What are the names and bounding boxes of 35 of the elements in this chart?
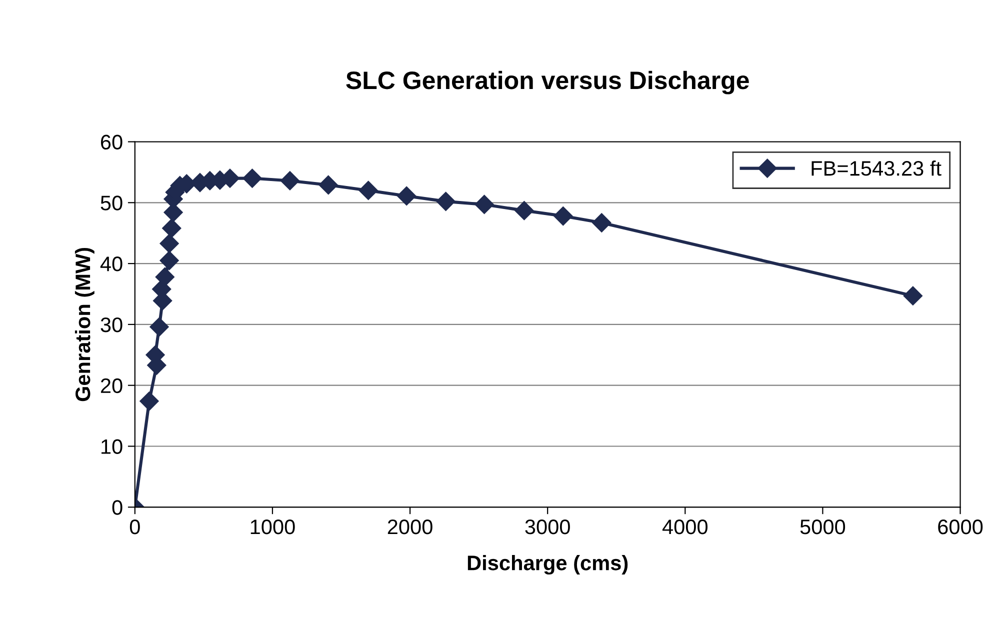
point — [514, 201, 534, 220]
x-tick-label: 6000 — [938, 520, 983, 534]
x-tick-label: 2000 — [388, 520, 432, 534]
y-tick-label: 10 — [102, 439, 122, 454]
point — [280, 171, 300, 190]
point — [903, 286, 922, 306]
y-tick-label: 20 — [100, 378, 122, 394]
x-axis-title: Discharge (cms) — [468, 555, 628, 575]
x-tick-label: 4000 — [662, 520, 708, 534]
point — [358, 180, 378, 200]
y-tick-label: 40 — [100, 256, 122, 272]
chart-title: SLC Generation versus Discharge — [346, 70, 749, 94]
y-tick-label: 0 — [112, 500, 122, 515]
point — [160, 250, 179, 270]
point — [436, 192, 456, 211]
point — [592, 213, 612, 232]
point — [160, 234, 179, 253]
y-tick-label: 50 — [100, 196, 122, 210]
point — [474, 194, 494, 214]
y-tick-label: 30 — [100, 317, 122, 332]
point — [162, 218, 182, 238]
x-tick-label: 5000 — [800, 520, 846, 534]
point — [554, 206, 573, 226]
legend-label: FB=1543.23 ft — [812, 160, 942, 176]
x-tick-label: 1000 — [250, 520, 295, 534]
x-tick-label: 0 — [130, 520, 140, 534]
y-axis-title: Genration (MW) — [74, 248, 94, 402]
y-tick-label: 60 — [100, 134, 122, 150]
point — [318, 175, 338, 195]
point — [150, 317, 169, 336]
point — [397, 186, 416, 206]
point — [140, 392, 159, 411]
x-tick-label: 3000 — [525, 520, 570, 534]
point — [242, 168, 262, 188]
point — [155, 267, 174, 286]
